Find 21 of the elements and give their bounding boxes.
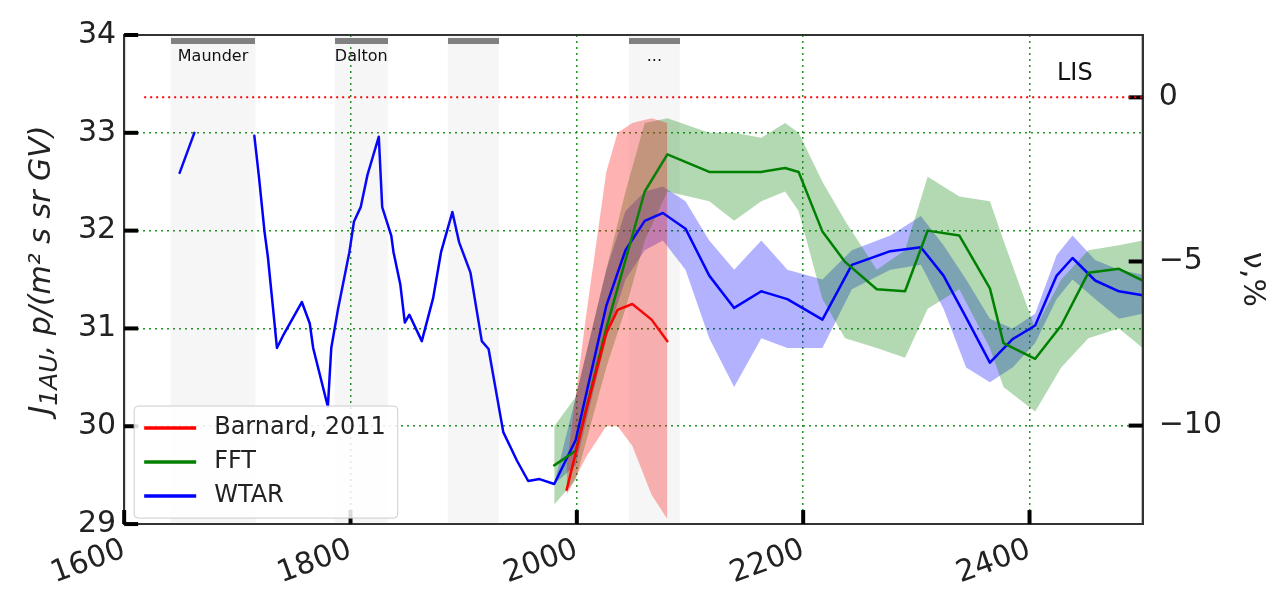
y2-axis-title: ν,% [1237, 252, 1273, 307]
y-tick-label: 29 [77, 503, 117, 539]
x-tick-label: 2400 [950, 529, 1035, 589]
band-label: Maunder [177, 46, 249, 66]
y-tick-label: 30 [77, 406, 117, 442]
legend-label: WTAR [214, 480, 284, 509]
band-label: ... [646, 46, 662, 66]
y2-tick-label: −10 [1158, 405, 1222, 441]
band-label: Dalton [334, 46, 388, 66]
y-tick-label: 34 [77, 14, 117, 50]
legend-label: FFT [214, 446, 257, 475]
y-tick-label: 32 [77, 210, 117, 246]
legend-label: Barnard, 2011 [214, 412, 386, 441]
ref-line-label: LIS [1057, 57, 1093, 86]
y-tick-label: 33 [77, 112, 117, 148]
y-tick-label: 31 [77, 308, 117, 344]
x-tick-label: 1800 [271, 529, 356, 589]
x-tick-label: 2200 [724, 529, 809, 589]
y2-tick-label: 0 [1158, 77, 1178, 113]
x-tick-label: 2000 [498, 529, 582, 589]
y2-tick-label: −5 [1158, 241, 1203, 277]
